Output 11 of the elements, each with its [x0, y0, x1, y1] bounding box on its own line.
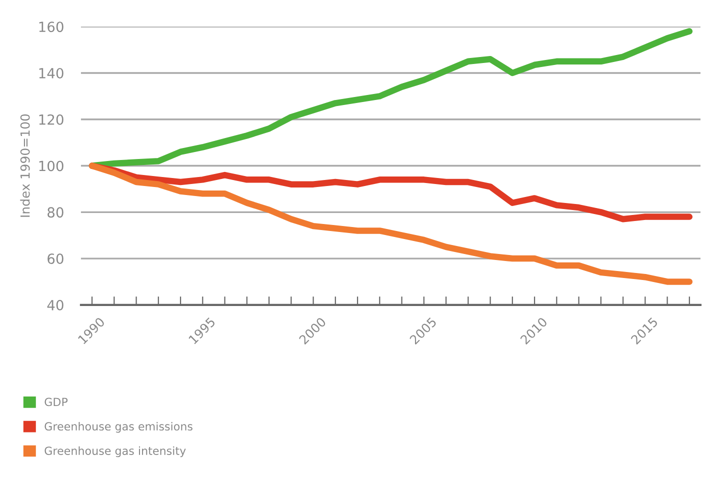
y-tick-label: 40: [47, 300, 64, 310]
y-axis-title: Index 1990=100: [20, 114, 30, 217]
y-tick-label: 80: [48, 207, 64, 218]
legend-label: Greenhouse gas intensity: [44, 446, 186, 458]
y-tick-label: 100: [39, 160, 64, 172]
legend-label: GDP: [44, 398, 68, 406]
y-tick-label: 60: [48, 254, 64, 264]
y-tick-label: 160: [39, 22, 64, 32]
legend-label: Greenhouse gas emissions: [44, 422, 192, 433]
y-tick-label: 140: [39, 68, 64, 78]
y-tick-label: 120: [39, 114, 64, 125]
